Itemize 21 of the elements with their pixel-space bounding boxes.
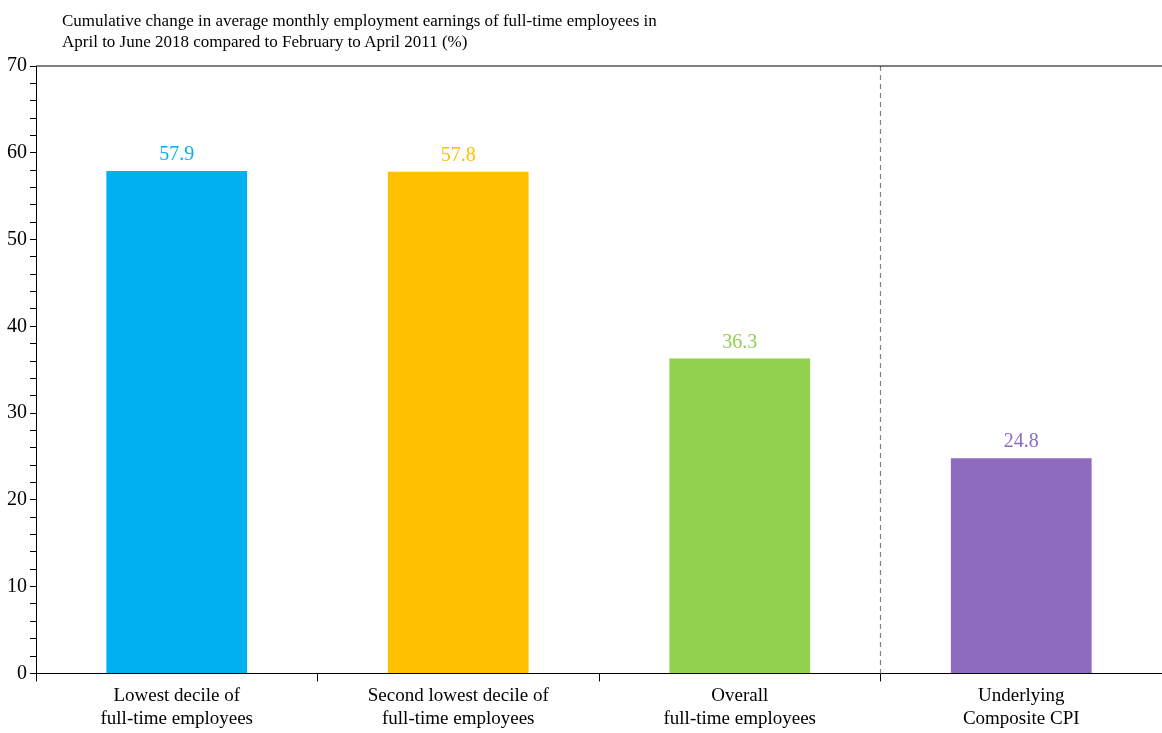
y-tick-label: 50	[7, 226, 27, 249]
bar	[387, 171, 529, 673]
x-tick-label: Second lowest decile of full-time employees	[367, 683, 550, 728]
bar	[950, 458, 1092, 673]
bar	[669, 358, 811, 673]
data-label: 57.9	[159, 142, 195, 165]
data-label: 57.8	[440, 143, 476, 166]
x-tick-label: Underlying Composite CPI	[962, 683, 1080, 728]
y-tick-label: 10	[7, 573, 27, 596]
x-tick-label: Lowest decile of full-time employees	[100, 683, 253, 728]
y-tick-label: 60	[7, 140, 27, 163]
y-tick-label: 20	[7, 487, 27, 510]
y-tick-label: 40	[7, 313, 27, 336]
y-tick-label: 70	[7, 53, 27, 76]
bar	[106, 170, 248, 673]
data-label: 36.3	[722, 329, 758, 352]
chart-title: Cumulative change in average monthly employment earnings of full-time employees in April to June 2018 compared to February to April 2011 (%)	[62, 10, 657, 52]
x-tick-label: Overall full-time employees	[663, 683, 816, 728]
y-tick-label: 0	[17, 660, 27, 683]
data-label: 24.8	[1003, 429, 1039, 452]
y-tick-label: 30	[7, 400, 27, 423]
